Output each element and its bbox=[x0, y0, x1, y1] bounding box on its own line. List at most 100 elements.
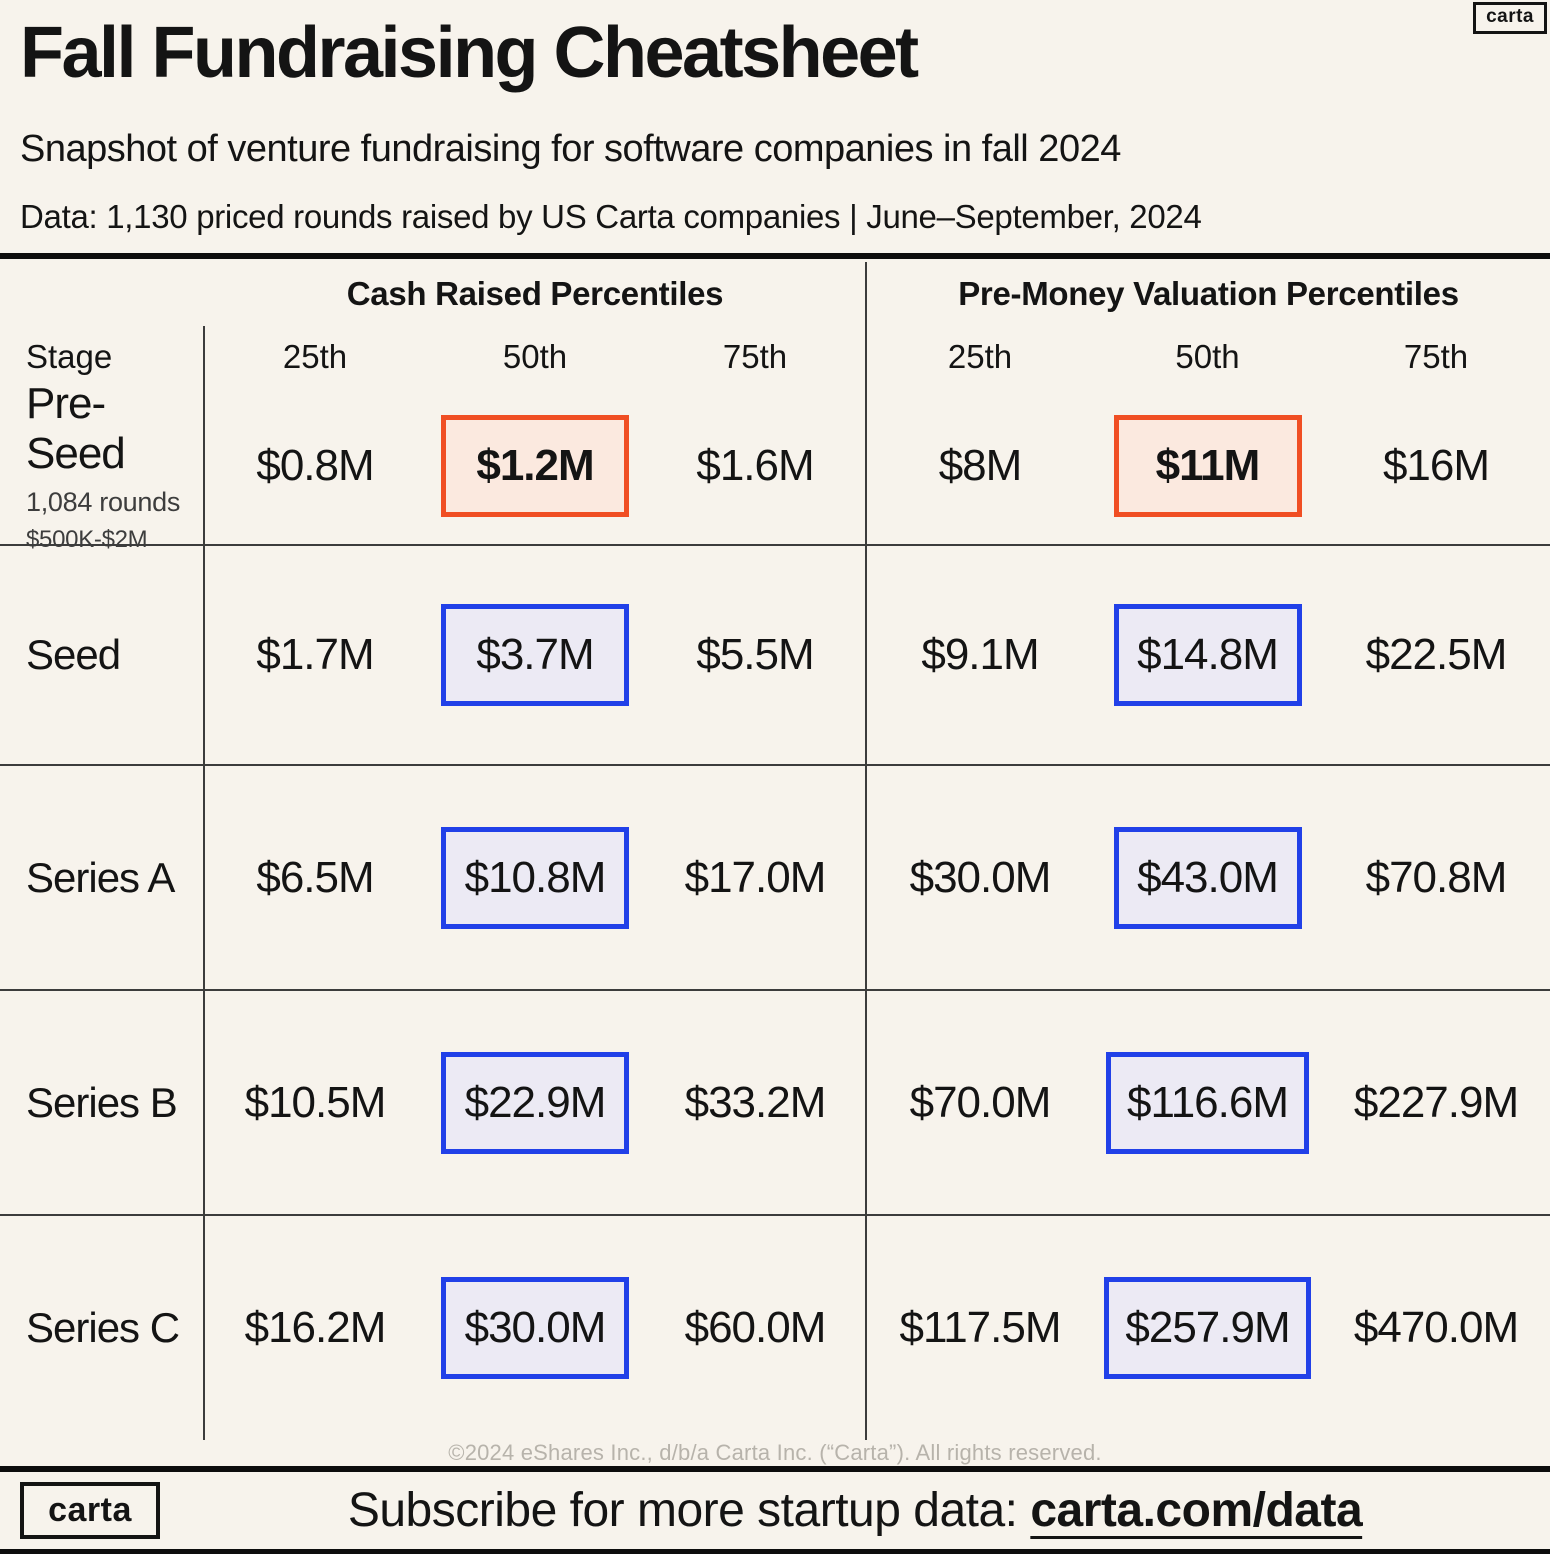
series-a-valuation-75th: $70.8M bbox=[1322, 764, 1550, 989]
seed-valuation-50th: $14.8M bbox=[1093, 544, 1322, 764]
percentiles-table: Cash Raised Percentiles Pre-Money Valuat… bbox=[0, 262, 1550, 1440]
page-title: Fall Fundraising Cheatsheet bbox=[20, 13, 919, 93]
column-header-stage: Stage bbox=[0, 326, 205, 388]
series-b-cash-25th: $10.5M bbox=[205, 989, 425, 1214]
value-text: $3.7M bbox=[476, 630, 594, 679]
value-text: $470.0M bbox=[1353, 1303, 1519, 1352]
highlight-box-blue: $10.8M bbox=[441, 826, 629, 929]
highlight-box-blue: $3.7M bbox=[441, 604, 629, 706]
highlight-box-orange: $11M bbox=[1113, 415, 1302, 517]
pre-seed-cash-50th: $1.2M bbox=[425, 388, 645, 544]
series-a-valuation-50th: $43.0M bbox=[1093, 764, 1322, 989]
series-a-cash-50th: $10.8M bbox=[425, 764, 645, 989]
stage-label-series-b: Series B bbox=[26, 1078, 178, 1126]
bottom-edge-line bbox=[0, 1549, 1550, 1554]
data-source-note: Data: 1,130 priced rounds raised by US C… bbox=[20, 198, 1202, 235]
carta-logo-footer: carta bbox=[20, 1481, 160, 1539]
series-a-valuation-25th: $30.0M bbox=[865, 764, 1093, 989]
value-text: $8M bbox=[938, 441, 1023, 490]
table-row-pre-seed-stage: Pre-Seed 1,084 rounds $500K-$2M bbox=[0, 379, 205, 553]
value-text: $43.0M bbox=[1137, 852, 1279, 902]
stage-label-seed: Seed bbox=[26, 631, 121, 678]
value-text: $9.1M bbox=[921, 630, 1039, 679]
value-text: $1.2M bbox=[476, 441, 594, 490]
footer-divider-line bbox=[0, 1466, 1550, 1472]
value-text: $11M bbox=[1155, 441, 1261, 490]
value-text: $70.8M bbox=[1365, 852, 1508, 902]
section-header-valuation: Pre-Money Valuation Percentiles bbox=[865, 262, 1550, 326]
highlight-box-blue: $43.0M bbox=[1113, 826, 1302, 929]
pre-seed-cash-25th: $0.8M bbox=[205, 388, 425, 544]
value-text: $257.9M bbox=[1125, 1303, 1290, 1352]
section-header-spacer bbox=[0, 262, 205, 326]
seed-cash-50th: $3.7M bbox=[425, 544, 645, 764]
seed-valuation-25th: $9.1M bbox=[865, 544, 1093, 764]
value-text: $22.9M bbox=[464, 1077, 607, 1127]
carta-logo-top-label: carta bbox=[1486, 6, 1534, 27]
value-text: $16.2M bbox=[244, 1303, 387, 1352]
series-c-cash-50th: $30.0M bbox=[425, 1214, 645, 1440]
value-text: $5.5M bbox=[696, 630, 814, 679]
series-b-valuation-75th: $227.9M bbox=[1322, 989, 1550, 1214]
series-b-cash-50th: $22.9M bbox=[425, 989, 645, 1214]
column-header-cash-75th: 75th bbox=[722, 338, 788, 375]
subscribe-prefix: Subscribe for more startup data: bbox=[347, 1483, 1031, 1537]
value-text: $1.6M bbox=[696, 441, 814, 490]
value-text: $6.5M bbox=[256, 852, 374, 902]
pre-seed-rounds-note: 1,084 rounds bbox=[26, 486, 181, 517]
value-text: $16M bbox=[1382, 441, 1490, 490]
table-row-series-a-stage: Series A bbox=[0, 764, 205, 989]
series-b-valuation-50th: $116.6M bbox=[1093, 989, 1322, 1214]
pre-seed-range-note: $500K-$2M bbox=[26, 525, 148, 553]
value-text: $116.6M bbox=[1127, 1077, 1289, 1127]
column-header-valuation-50th: 50th bbox=[1175, 338, 1240, 375]
pre-seed-cash-75th: $1.6M bbox=[645, 388, 865, 544]
seed-valuation-75th: $22.5M bbox=[1322, 544, 1550, 764]
header-divider-line bbox=[0, 253, 1550, 259]
stage-label-pre-seed: Pre-Seed bbox=[26, 378, 126, 478]
highlight-box-blue: $22.9M bbox=[441, 1051, 629, 1154]
series-b-cash-75th: $33.2M bbox=[645, 989, 865, 1214]
value-text: $30.0M bbox=[464, 1303, 607, 1352]
series-a-cash-25th: $6.5M bbox=[205, 764, 425, 989]
value-text: $22.5M bbox=[1365, 630, 1508, 679]
seed-cash-75th: $5.5M bbox=[645, 544, 865, 764]
highlight-box-blue: $14.8M bbox=[1113, 604, 1302, 706]
value-text: $227.9M bbox=[1353, 1077, 1519, 1127]
column-header-valuation-75th: 75th bbox=[1403, 338, 1469, 375]
value-text: $10.8M bbox=[464, 852, 607, 902]
value-text: $60.0M bbox=[684, 1303, 827, 1352]
series-c-cash-25th: $16.2M bbox=[205, 1214, 425, 1440]
value-text: $117.5M bbox=[899, 1303, 1062, 1352]
pre-seed-valuation-25th: $8M bbox=[865, 388, 1093, 544]
carta-logo-footer-label: carta bbox=[48, 1490, 132, 1529]
highlight-box-blue: $116.6M bbox=[1106, 1051, 1309, 1154]
stage-label-series-c: Series C bbox=[26, 1304, 180, 1351]
carta-logo-top: carta bbox=[1473, 2, 1547, 34]
value-text: $0.8M bbox=[256, 441, 374, 490]
value-text: $33.2M bbox=[684, 1077, 827, 1127]
value-text: $1.7M bbox=[256, 630, 374, 679]
footer-bar: carta Subscribe for more startup data: c… bbox=[0, 1472, 1550, 1548]
subscribe-text: Subscribe for more startup data: carta.c… bbox=[160, 1483, 1550, 1538]
table-row-series-c-stage: Series C bbox=[0, 1214, 205, 1440]
value-text: $14.8M bbox=[1137, 630, 1279, 679]
series-a-cash-75th: $17.0M bbox=[645, 764, 865, 989]
pre-seed-valuation-75th: $16M bbox=[1322, 388, 1550, 544]
highlight-box-orange: $1.2M bbox=[441, 415, 629, 517]
value-text: $70.0M bbox=[909, 1077, 1052, 1127]
copyright-text: ©2024 eShares Inc., d/b/a Carta Inc. (“C… bbox=[448, 1440, 1102, 1465]
subscribe-link[interactable]: carta.com/data bbox=[1030, 1483, 1363, 1537]
column-header-cash-50th: 50th bbox=[502, 338, 568, 375]
value-text: $30.0M bbox=[909, 852, 1052, 902]
stage-label-series-a: Series A bbox=[26, 853, 175, 901]
series-c-valuation-25th: $117.5M bbox=[865, 1214, 1093, 1440]
series-c-valuation-75th: $470.0M bbox=[1322, 1214, 1550, 1440]
value-text: $10.5M bbox=[244, 1077, 387, 1127]
series-b-valuation-25th: $70.0M bbox=[865, 989, 1093, 1214]
table-row-series-b-stage: Series B bbox=[0, 989, 205, 1214]
page-subtitle: Snapshot of venture fundraising for soft… bbox=[20, 128, 1121, 170]
seed-cash-25th: $1.7M bbox=[205, 544, 425, 764]
column-header-valuation-25th: 25th bbox=[865, 326, 1093, 388]
